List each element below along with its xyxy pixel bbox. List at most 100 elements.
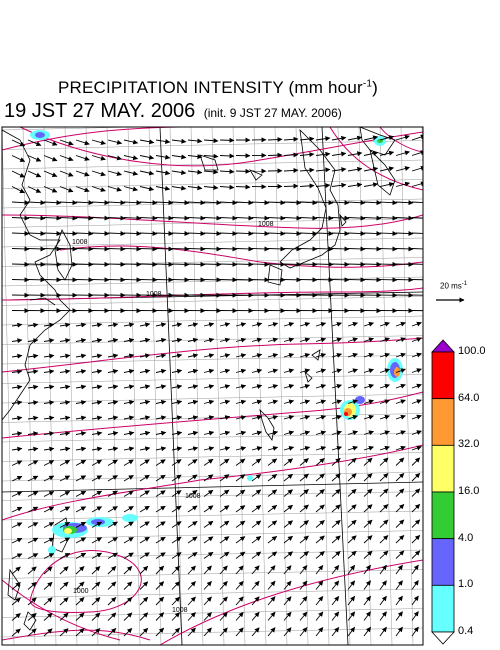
parallel-line — [2, 588, 423, 599]
wind-vector — [107, 431, 119, 436]
wind-vector — [395, 215, 414, 221]
wind-vector — [411, 383, 422, 389]
isobar-label: 1008 — [258, 221, 274, 228]
wind-vector — [75, 566, 85, 575]
wind-vector — [411, 611, 419, 621]
wind-vector — [235, 353, 247, 359]
wind-vector — [379, 457, 389, 466]
wind-vector — [267, 535, 278, 544]
wind-vector — [363, 261, 382, 267]
wind-vector — [91, 612, 101, 621]
wind-scale-label: 20 ms-1 — [440, 281, 467, 291]
wind-vector — [347, 414, 358, 420]
wind-vector — [59, 215, 78, 221]
wind-vector — [315, 504, 325, 513]
wind-vector — [395, 181, 411, 187]
wind-vector — [363, 580, 371, 590]
wind-vector — [187, 505, 198, 513]
wind-vector — [411, 337, 422, 342]
wind-vector — [27, 384, 39, 390]
wind-vector — [235, 489, 246, 497]
wind-vector — [267, 152, 283, 158]
wind-vector — [11, 475, 23, 482]
wind-vector — [315, 322, 327, 327]
wind-vector — [283, 337, 295, 343]
wind-vector — [411, 263, 423, 265]
colorbar-top-triangle — [431, 339, 455, 353]
wind-vectors — [11, 134, 423, 637]
wind-vector — [59, 491, 71, 497]
wind-vector — [59, 261, 78, 267]
wind-vector — [267, 520, 278, 528]
wind-vector — [203, 246, 222, 252]
wind-vector — [315, 535, 325, 544]
wind-vector — [187, 399, 199, 405]
wind-vector — [283, 183, 299, 189]
colorbar-box — [431, 351, 455, 400]
wind-vector — [235, 384, 247, 390]
wind-vector — [91, 155, 106, 161]
wind-vector — [331, 519, 341, 528]
wind-vector — [59, 597, 69, 606]
wind-vector — [171, 353, 183, 359]
wind-vector — [203, 138, 219, 144]
wind-vector — [347, 399, 358, 405]
wind-vector — [123, 170, 139, 176]
wind-vector — [171, 505, 182, 513]
wind-vector — [139, 627, 149, 637]
wind-vector — [75, 581, 85, 590]
wind-vector — [363, 383, 374, 389]
wind-vector — [363, 166, 379, 172]
wind-vector — [267, 446, 279, 451]
coastline — [51, 517, 71, 553]
wind-vector — [139, 170, 155, 176]
wind-vector — [171, 596, 180, 606]
wind-vector — [347, 261, 366, 267]
wind-vector — [155, 200, 174, 206]
wind-vector — [347, 457, 357, 466]
wind-vector — [27, 200, 46, 206]
wind-vector — [75, 400, 87, 405]
wind-vector — [155, 474, 166, 482]
valid-time: 19 JST 27 MAY. 2006 — [4, 100, 196, 122]
wind-vector — [219, 474, 230, 482]
parallel-line — [2, 335, 423, 345]
wind-vector — [59, 139, 74, 146]
wind-vector — [235, 627, 244, 637]
wind-vector — [123, 353, 135, 359]
wind-vector — [43, 522, 55, 528]
wind-vector — [59, 566, 69, 575]
wind-vector — [235, 415, 247, 421]
wind-vector — [219, 458, 230, 466]
wind-vector — [203, 368, 215, 374]
wind-vector — [43, 170, 58, 177]
wind-vector — [59, 553, 71, 559]
wind-vector — [379, 200, 398, 206]
wind-vector — [379, 215, 398, 221]
wind-vector — [347, 215, 366, 221]
wind-vector — [331, 565, 340, 575]
wind-vector — [379, 519, 389, 528]
wind-vector — [347, 535, 357, 544]
wind-vector — [347, 135, 363, 141]
wind-vector — [235, 446, 247, 452]
wind-vector — [187, 581, 196, 590]
wind-vector — [187, 415, 199, 421]
wind-vector — [251, 384, 263, 389]
wind-vector — [347, 200, 366, 206]
wind-vector — [315, 415, 327, 420]
wind-vector — [411, 445, 422, 451]
wind-vector — [235, 551, 246, 559]
wind-vector — [363, 246, 382, 252]
wind-vector — [43, 506, 55, 513]
wind-vector — [75, 139, 90, 146]
meridian-line — [379, 127, 393, 645]
wind-vector — [267, 473, 278, 482]
wind-vector — [251, 627, 260, 637]
precip-cell — [247, 475, 253, 481]
wind-vector — [331, 215, 350, 221]
wind-vector — [395, 580, 403, 590]
wind-vector — [11, 200, 30, 206]
wind-vector — [11, 139, 26, 147]
wind-vector — [283, 627, 292, 637]
